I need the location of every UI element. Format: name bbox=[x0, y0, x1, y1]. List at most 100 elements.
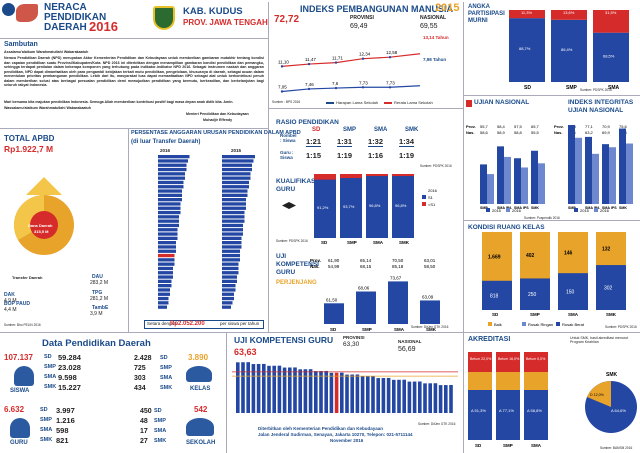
rasio-row1-value: 1:34 bbox=[399, 137, 415, 147]
persentase-bar-2015 bbox=[222, 193, 248, 197]
apbd-donut-chart bbox=[13, 177, 74, 255]
persentase-bar-2016 bbox=[158, 253, 175, 258]
rasio-cat: SMP bbox=[343, 127, 357, 133]
kelas-cat: SMK bbox=[160, 385, 173, 391]
persentase-bar-2015 bbox=[222, 266, 239, 271]
apbd-row-value: 3,9 M bbox=[90, 311, 103, 317]
rasio-row2-value: 1:16 bbox=[368, 151, 384, 160]
ukg2-bar bbox=[392, 379, 396, 413]
ipm-rata-line bbox=[281, 85, 421, 93]
ipm-bot-label: 7,05 bbox=[278, 84, 287, 89]
ukg2-bar bbox=[397, 379, 401, 413]
persentase-title: PERSENTASE ANGGARAN URUSAN PENDIDIKAN DA… bbox=[131, 130, 301, 136]
guru-label: GURU bbox=[10, 440, 28, 446]
kondisi-cat: SMP bbox=[530, 312, 540, 317]
ipm-bot-point bbox=[307, 87, 311, 91]
persentase-bar-2016 bbox=[158, 228, 178, 232]
kualifikasi-value: 91,2% bbox=[317, 205, 329, 210]
ukg-title2: KOMPETENSI bbox=[276, 261, 319, 268]
ukg2-bar bbox=[277, 365, 282, 413]
siswa-value: 9.598 bbox=[58, 373, 77, 382]
kondisi-bar-top bbox=[482, 232, 512, 281]
persentase-bar-2016 bbox=[158, 202, 181, 206]
apbd-row-key: BOP PAUD bbox=[4, 301, 30, 307]
kondisi-cat: SMK bbox=[606, 312, 617, 317]
apk-bot-label: 88,7% bbox=[519, 46, 531, 51]
persentase-bar-2015 bbox=[222, 271, 239, 275]
kualifikasi-title1: KUALIFIKASI bbox=[276, 178, 318, 185]
un-legend: 2015 bbox=[492, 208, 502, 213]
persentase-bar-2015 bbox=[222, 253, 240, 258]
kelas-value: 303 bbox=[134, 375, 146, 382]
apbd-value: Rp1.922,7 M bbox=[4, 144, 54, 154]
ipm-value: 72,72 bbox=[274, 14, 300, 25]
integritas-cat: SMA IPA bbox=[585, 206, 600, 210]
persentase-bar-2016 bbox=[158, 163, 187, 167]
ipm-top-point bbox=[361, 57, 365, 60]
akreditasi-smk-value: A 64,6% bbox=[611, 408, 626, 413]
rasio-cat: SMK bbox=[405, 127, 419, 133]
apk-stacked-bar-chart: 88,7% 11,3% SD 86,4% 13,6% SMP 68,5% 31,5% SMA bbox=[509, 10, 629, 91]
siswa-cat: SMK bbox=[44, 384, 57, 390]
ipm-nas-label: NASIONAL bbox=[420, 15, 447, 21]
persentase-bar-2016 bbox=[158, 172, 185, 176]
ipm-top-label: 12,58 bbox=[386, 50, 398, 55]
un-legend-swatch bbox=[486, 208, 490, 212]
ukg-bar bbox=[420, 300, 440, 324]
ipm-top-label: 11,71 bbox=[332, 56, 343, 61]
rasio-row2-label: Guru : Siswa bbox=[280, 150, 294, 160]
kualifikasi-bar bbox=[340, 178, 362, 238]
persentase-bar-2016 bbox=[158, 159, 188, 163]
integritas-bar-2016 bbox=[626, 143, 633, 204]
ipm-prov-value: 69,49 bbox=[350, 23, 368, 30]
divider bbox=[463, 95, 640, 96]
ukg2-bar bbox=[256, 363, 261, 413]
rasio-row1-value: 1:32 bbox=[368, 137, 384, 147]
integritas-title1: INDEKS INTEGRITAS bbox=[568, 99, 634, 106]
siswa-cat: SMP bbox=[44, 364, 56, 370]
kondisi-baik-value: 146 bbox=[564, 251, 573, 257]
apk-top-label: 11,3% bbox=[521, 10, 532, 15]
un-nas-value: 58,6 bbox=[480, 130, 489, 135]
ipm-line-chart: 11,10 11,47 11,71 12,34 12,58 7,05 7,46 7,6 7,73… bbox=[278, 50, 421, 93]
kualifikasi-title2: GURU bbox=[276, 186, 296, 193]
kualifikasi-legend-swatch bbox=[422, 202, 426, 206]
sekolah-value: 450 bbox=[140, 408, 152, 415]
ukg2-bar bbox=[288, 367, 292, 413]
ukg2-title: UJI KOMPETENSI GURU bbox=[234, 335, 334, 345]
classroom-icon bbox=[186, 366, 212, 382]
kondisi-bar-top bbox=[596, 232, 626, 266]
apbd-dana-label: Dana Daerah bbox=[28, 223, 53, 228]
apbd-dana-value: 315,5 M bbox=[34, 229, 49, 234]
ukg2-footer1: Diterbitkan oleh Kementerian Pendidikan … bbox=[258, 426, 384, 431]
kondisi-legend-swatch bbox=[488, 322, 492, 326]
ipm-bot-point bbox=[388, 86, 392, 89]
ipm-bot-label: 7,73 bbox=[386, 80, 395, 85]
ukg-prov-value: 63,01 bbox=[424, 258, 436, 263]
akreditasi-value: A 51,3% bbox=[471, 408, 486, 413]
persentase-bar-2016 bbox=[158, 279, 172, 283]
ipm-title: INDEKS PEMBANGUNAN MANUSIA bbox=[300, 4, 454, 14]
divider bbox=[463, 2, 464, 453]
ipm-top-point bbox=[280, 65, 284, 68]
guru-value: 3.997 bbox=[56, 406, 75, 415]
persentase-bar-2016 bbox=[158, 301, 169, 305]
ukg2-source: Sumber: DitJen GTK 2016 bbox=[418, 422, 456, 426]
persentase-bar-2016 bbox=[158, 189, 182, 193]
sambutan-body1: Neraca Pendidikan Daerah (NPD) merupakan… bbox=[4, 56, 264, 88]
persentase-bar-2015 bbox=[222, 262, 239, 266]
un-bar-2016 bbox=[504, 156, 511, 204]
persentase-bar-2016 bbox=[158, 275, 173, 279]
kab-name: KAB. KUDUS bbox=[183, 6, 243, 17]
ukg2-bar bbox=[267, 365, 271, 413]
rasio-row1-label: Rombel : Siswa bbox=[280, 133, 297, 143]
persentase-bar-2015 bbox=[222, 202, 246, 206]
un-bar-2015 bbox=[497, 146, 504, 204]
integritas-bar-2015 bbox=[585, 136, 592, 204]
kelas-value: 2.428 bbox=[134, 355, 152, 362]
divider bbox=[0, 332, 640, 333]
guru-value: 821 bbox=[56, 436, 69, 445]
persentase-bar-2015 bbox=[222, 215, 245, 219]
sambutan-greeting: Assalamu'alaikum Warahmatullahi Wabaraka… bbox=[4, 50, 89, 54]
